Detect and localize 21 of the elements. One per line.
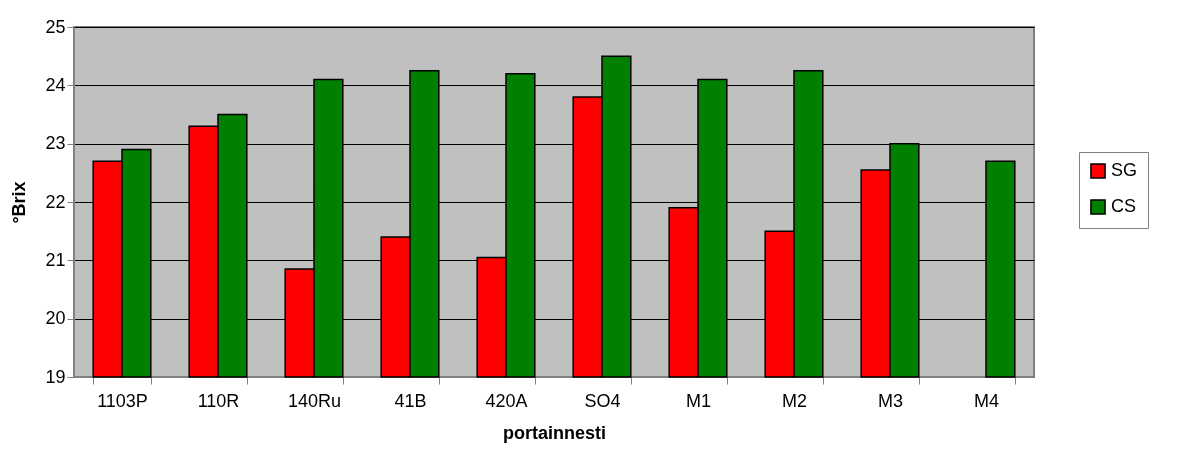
x-tick-label: 420A	[485, 390, 528, 411]
legend-label: SG	[1111, 160, 1138, 180]
y-tick-label: 25	[45, 16, 66, 37]
y-tick-label: 24	[45, 74, 66, 95]
x-tick-label: 110R	[197, 390, 240, 411]
y-tick-label: 19	[45, 366, 66, 387]
x-tick-label: SO4	[584, 390, 621, 411]
x-axis-title: portainnesti	[502, 422, 607, 443]
x-tick-label: 140Ru	[287, 390, 342, 411]
legend-label: CS	[1111, 196, 1137, 216]
y-tick-label: 21	[45, 249, 66, 270]
x-tick-label: M4	[973, 390, 1000, 411]
y-axis-title: °Brix	[9, 181, 30, 224]
x-tick-label: M2	[781, 390, 808, 411]
x-tick-label: M3	[877, 390, 904, 411]
x-tick-label: M1	[685, 390, 712, 411]
x-tick-label: 1103P	[97, 390, 148, 411]
y-tick-label: 20	[45, 308, 66, 329]
y-tick-label: 23	[45, 133, 66, 154]
y-tick-label: 22	[45, 191, 66, 212]
x-tick-label: 41B	[394, 390, 427, 411]
